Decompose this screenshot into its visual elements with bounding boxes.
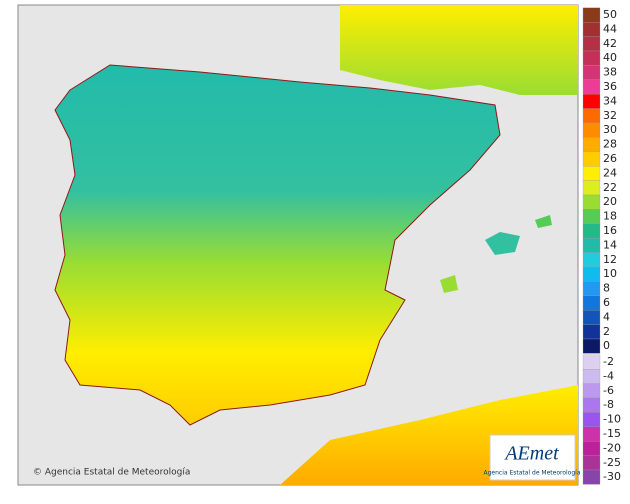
legend-swatch [582,7,601,23]
legend-swatch [582,281,601,296]
legend-label: 6 [603,296,610,309]
legend-label: -8 [603,398,614,411]
legend-label: 42 [603,37,617,50]
legend-label: 24 [603,166,617,179]
legend-swatch [582,310,601,325]
legend-swatch [582,426,601,442]
legend-label: 14 [603,238,617,251]
legend-swatch [582,209,601,224]
credit: © Agencia Estatal de Meteorología [33,468,190,478]
legend-swatch [582,441,601,456]
legend-swatch [582,397,601,413]
legend-label: 38 [603,66,617,79]
legend-label: 18 [603,210,617,223]
legend-swatch [582,266,601,282]
legend-label: 0 [603,339,610,352]
legend-swatch [582,94,601,109]
legend-label: -15 [603,427,621,440]
legend-swatch [582,137,601,152]
menorca [535,215,552,228]
legend-swatch [582,455,601,471]
ibiza [440,275,458,293]
legend-swatch [582,369,601,384]
legend-swatch [582,122,601,138]
legend-swatch [582,50,601,66]
legend-swatch [582,383,601,399]
legend-swatch [582,324,601,340]
legend-swatch [582,295,601,311]
legend-label: -10 [603,413,621,426]
legend-label: 44 [603,22,617,35]
legend-label: 8 [603,282,610,295]
legend-label: 34 [603,94,617,107]
legend-label: 26 [603,152,617,165]
legend-label: 50 [603,8,617,21]
legend-swatch [582,36,601,52]
legend-swatch [582,223,601,239]
legend-label: 28 [603,138,617,151]
legend-swatch [582,238,601,253]
legend-label: 22 [603,181,617,194]
logo-subtitle: Agencia Estatal de Meteorología [484,470,581,477]
legend-swatch [582,469,601,485]
legend-swatch [582,252,601,268]
legend-swatch [582,412,601,427]
legend-label: -4 [603,369,614,382]
legend-label: 16 [603,224,617,237]
legend-label: 36 [603,80,617,93]
legend-label: 10 [603,267,617,280]
logo-box [489,434,576,481]
legend-label: 2 [603,325,610,338]
legend-swatch [582,108,601,124]
legend-label: 20 [603,195,617,208]
legend-label: 32 [603,109,617,122]
legend-label: 30 [603,123,617,136]
legend-label: 4 [603,310,610,323]
logo: AEmet [503,443,559,465]
legend-swatch [582,65,601,80]
legend-label: -30 [603,470,621,483]
legend-label: -6 [603,384,614,397]
legend: 5044424038363432302826242220181614121086… [582,7,621,485]
legend-swatch [582,354,601,370]
mallorca [485,232,520,255]
legend-label: -25 [603,456,621,469]
legend-swatch [582,338,601,354]
legend-swatch [582,79,601,95]
legend-label: -2 [603,355,614,368]
legend-label: 40 [603,51,617,64]
legend-swatch [582,180,601,196]
legend-swatch [582,151,601,167]
legend-swatch [582,22,601,37]
iberian-peninsula [54,64,501,426]
legend-label: -20 [603,441,621,454]
legend-label: 12 [603,253,617,266]
legend-swatch [582,166,601,181]
france [340,5,578,95]
legend-swatch [582,194,601,210]
